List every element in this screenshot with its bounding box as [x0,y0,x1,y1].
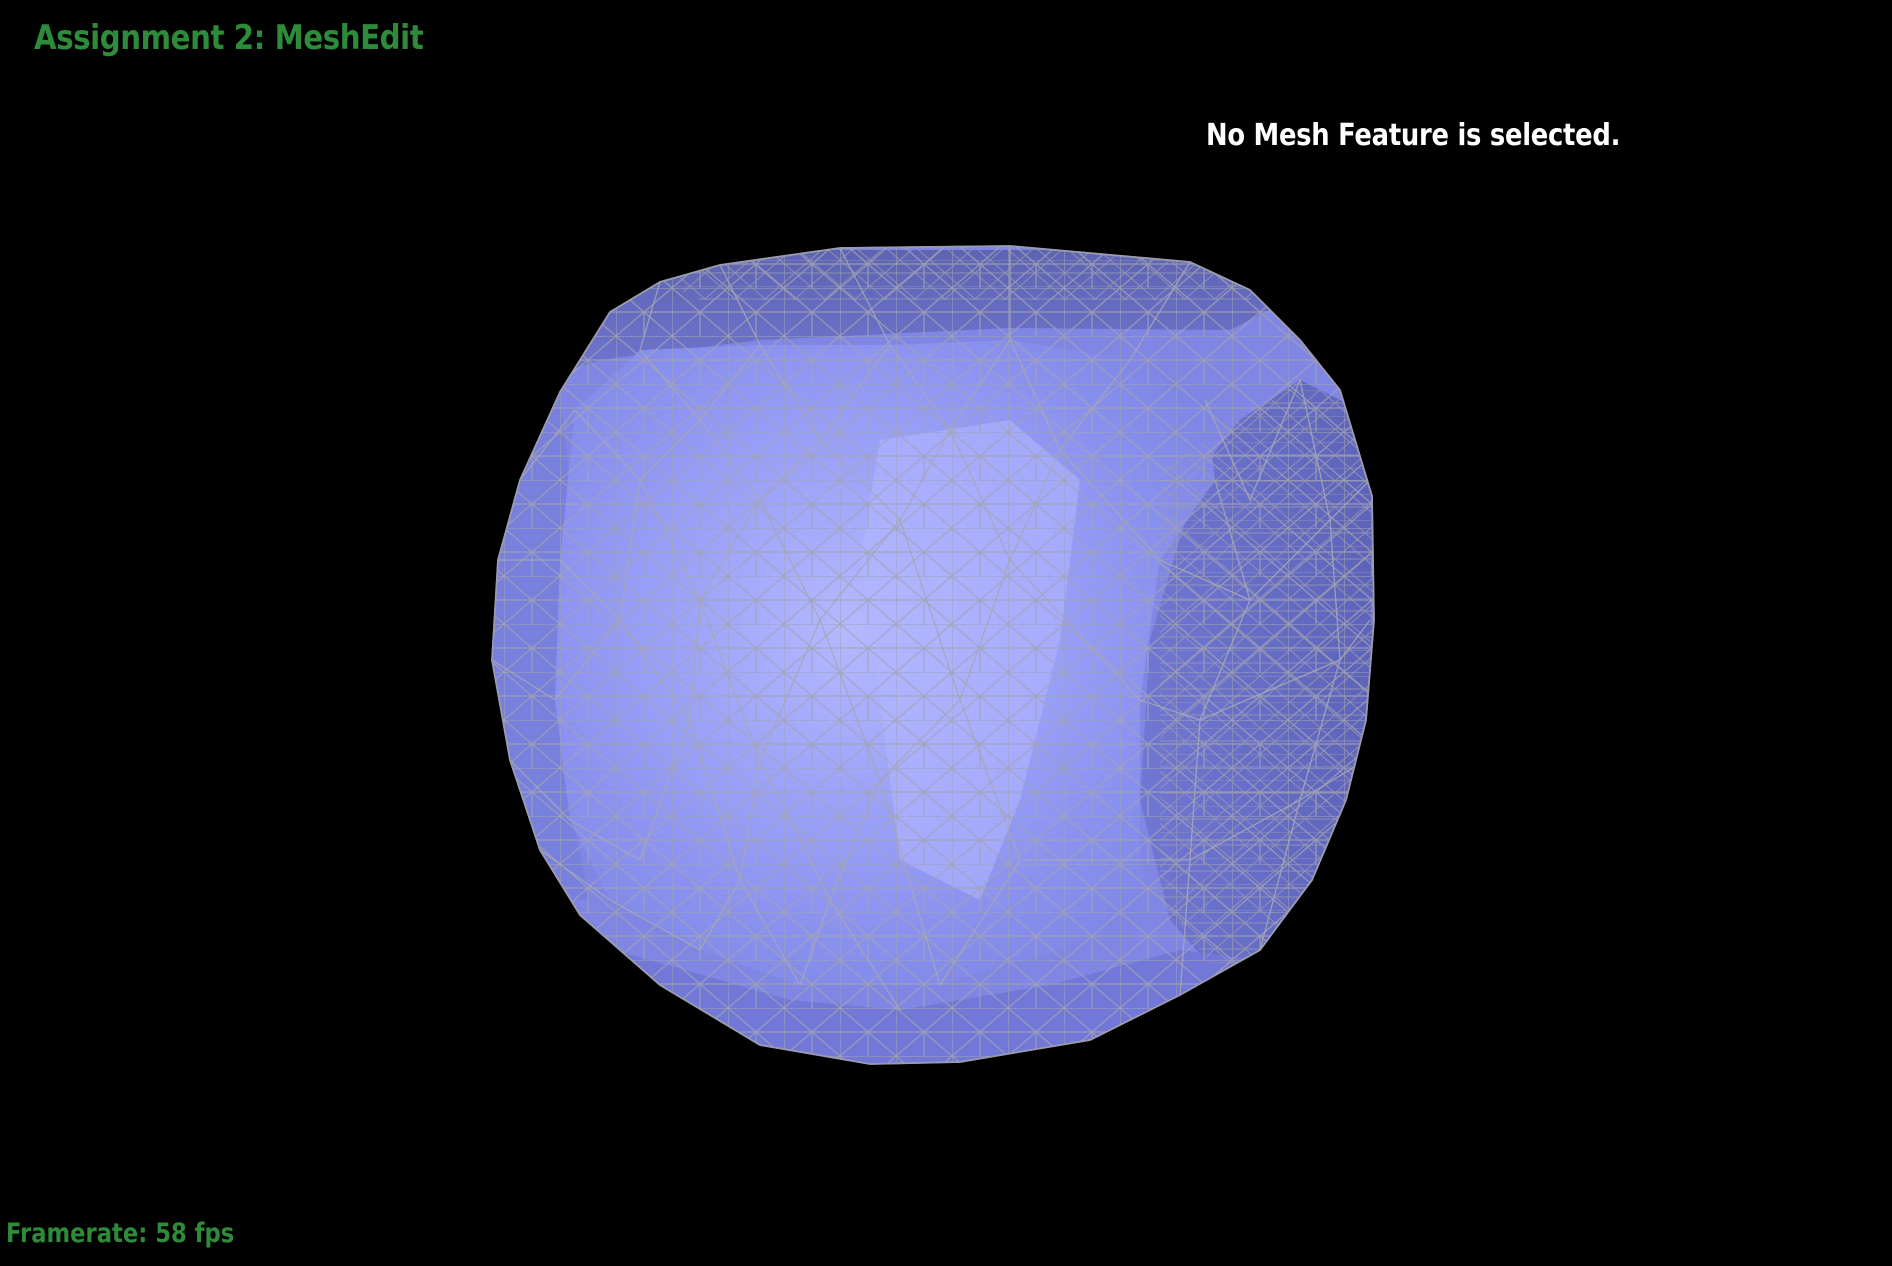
selection-status: No Mesh Feature is selected. [1206,118,1621,153]
mesh-edges [492,246,1371,1011]
app-title: Assignment 2: MeshEdit [34,18,424,58]
framerate-readout: Framerate: 58 fps [6,1218,235,1249]
mesh-wireframe-top [600,250,1290,300]
mesh-outline [491,245,1375,1065]
